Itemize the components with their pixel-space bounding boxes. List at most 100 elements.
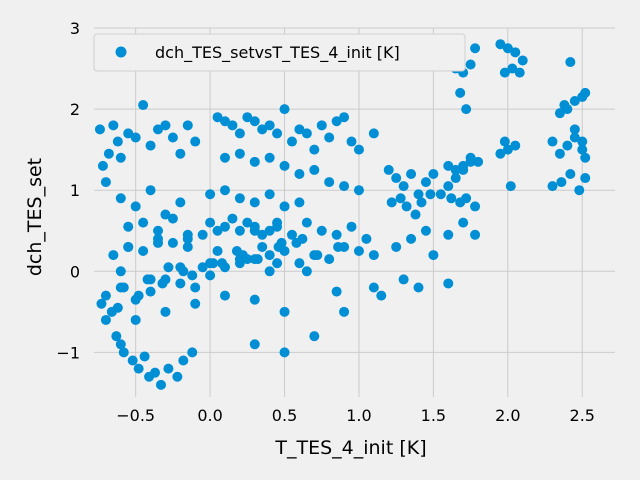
data-point <box>331 116 342 127</box>
data-point <box>231 246 242 257</box>
data-point <box>398 181 409 192</box>
data-point <box>133 290 144 301</box>
data-point <box>420 225 431 236</box>
data-point <box>249 197 260 208</box>
data-point <box>142 274 153 285</box>
data-point <box>217 258 228 269</box>
y-tick-label: 0 <box>70 262 80 281</box>
data-point <box>505 181 516 192</box>
data-point <box>115 193 126 204</box>
data-point <box>212 112 223 123</box>
data-point <box>353 144 364 155</box>
data-point <box>153 225 164 236</box>
data-point <box>461 104 472 115</box>
data-point <box>178 355 189 366</box>
data-point <box>157 278 168 289</box>
data-point <box>160 120 171 131</box>
legend: dch_TES_setvsT_TES_4_init [K] <box>93 33 466 72</box>
data-point <box>368 282 379 293</box>
data-point <box>197 229 208 240</box>
data-point <box>187 270 198 281</box>
data-point <box>455 87 466 98</box>
data-point <box>257 241 268 252</box>
data-point <box>100 290 111 301</box>
data-point <box>219 290 230 301</box>
data-point <box>577 136 588 147</box>
data-point <box>339 112 350 123</box>
data-point <box>249 294 260 305</box>
data-point <box>361 233 372 244</box>
data-point <box>212 225 223 236</box>
data-point <box>130 201 141 212</box>
data-point <box>205 189 216 200</box>
data-point <box>182 233 193 244</box>
data-point <box>562 140 573 151</box>
data-point <box>446 193 457 204</box>
data-point <box>118 347 129 358</box>
data-point <box>376 290 387 301</box>
data-point <box>264 225 275 236</box>
data-point <box>331 229 342 240</box>
data-point <box>316 225 327 236</box>
data-point <box>294 168 305 179</box>
data-point <box>123 128 134 139</box>
data-point <box>569 124 580 135</box>
data-point <box>138 246 149 257</box>
data-point <box>279 201 290 212</box>
x-tick-label: 0.5 <box>272 406 297 425</box>
data-point <box>294 124 305 135</box>
data-point <box>175 197 186 208</box>
data-point <box>249 339 260 350</box>
data-point <box>112 136 123 147</box>
data-point <box>301 128 312 139</box>
x-tick-label: 2.0 <box>495 406 520 425</box>
data-point <box>406 233 417 244</box>
data-point <box>175 278 186 289</box>
data-point <box>160 209 171 220</box>
data-point <box>112 302 123 313</box>
data-point <box>333 241 344 252</box>
data-point <box>257 124 268 135</box>
data-point <box>175 148 186 159</box>
legend-marker <box>115 46 127 58</box>
data-point <box>252 254 263 265</box>
data-point <box>450 164 461 175</box>
data-point <box>242 112 253 123</box>
data-point <box>145 140 156 151</box>
data-point <box>413 282 424 293</box>
data-point <box>309 331 320 342</box>
data-point <box>219 152 230 163</box>
data-point <box>368 250 379 261</box>
data-point <box>309 164 320 175</box>
data-point <box>133 363 144 374</box>
data-point <box>443 278 454 289</box>
data-point <box>465 59 476 70</box>
data-point <box>331 286 342 297</box>
data-point <box>153 124 164 135</box>
data-point <box>416 197 427 208</box>
legend-box <box>93 33 466 72</box>
data-point <box>273 241 284 252</box>
data-point <box>574 185 585 196</box>
data-point <box>443 160 454 171</box>
data-point <box>391 241 402 252</box>
data-point <box>242 217 253 228</box>
data-point <box>420 177 431 188</box>
data-point <box>435 189 446 200</box>
data-point <box>160 306 171 317</box>
x-tick-labels: −0.5 0.0 0.5 1.0 1.5 2.0 2.5 <box>116 406 595 425</box>
data-point <box>190 282 201 293</box>
data-point <box>465 156 476 167</box>
data-point <box>339 181 350 192</box>
data-point <box>100 314 111 325</box>
data-point <box>123 221 134 232</box>
data-point <box>96 298 107 309</box>
data-point <box>353 246 364 257</box>
data-point <box>510 140 521 151</box>
data-point <box>234 258 245 269</box>
data-point <box>272 128 283 139</box>
data-point <box>127 355 138 366</box>
data-point <box>197 262 208 273</box>
data-point <box>554 108 565 119</box>
